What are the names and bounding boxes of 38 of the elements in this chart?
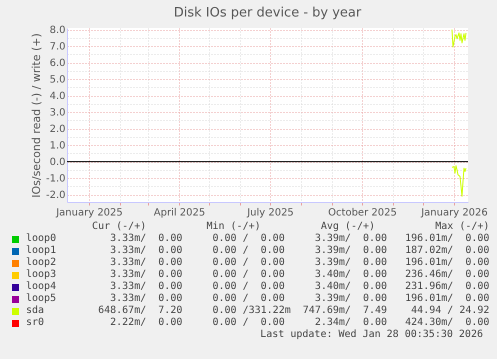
- legend-label: loop1: [26, 245, 58, 257]
- text: 3.33m/ 0.00 0.00 / 0.00 3.39m/ 0.00 196.01m/ 0.00: [109, 233, 490, 245]
- y-axis-title: IOs/second read (-) / write (+): [30, 33, 43, 198]
- y-tick-label: 3.0: [50, 108, 66, 119]
- text: 3.33m/ 0.00 0.00 / 0.00 3.40m/ 0.00 236.46m/ 0.00: [109, 269, 490, 281]
- legend-label: sr0: [26, 317, 46, 329]
- y-tick-label: 0.0: [50, 157, 66, 168]
- text: 3.33m/ 0.00 0.00 / 0.00 3.39m/ 0.00 187.02m/ 0.00: [109, 245, 490, 257]
- legend-label: loop0: [26, 233, 58, 245]
- legend-label: sda: [26, 305, 46, 317]
- text: Last update: Wed Jan 28 00:35:30 2026: [260, 329, 483, 340]
- y-tick-label: 4.0: [50, 91, 66, 102]
- text: 3.33m/ 0.00 0.00 / 0.00 3.39m/ 0.00 196.01m/ 0.00: [109, 293, 490, 305]
- line-series: [452, 165, 466, 197]
- y-tick-label: 5.0: [50, 74, 66, 86]
- y-tick-label: -1.0: [46, 174, 66, 185]
- chart-title: Disk IOs per device - by year: [174, 6, 362, 21]
- y-tick-label: 8.0: [50, 25, 66, 36]
- text: 648.67m/ 7.20 0.00 /331.22m 747.69m/ 7.49 44.94 / 24.92: [97, 305, 490, 317]
- line-series: [452, 29, 466, 48]
- y-tick-label: 6.0: [50, 58, 66, 70]
- x-tick-label: January 2025: [55, 208, 123, 218]
- legend-label: loop2: [26, 257, 58, 269]
- y-tick-label: 2.0: [50, 124, 66, 136]
- x-tick-label: April 2025: [154, 208, 206, 218]
- x-tick-label: January 2026: [420, 208, 488, 218]
- x-tick-label: July 2025: [246, 208, 294, 218]
- legend-label: loop4: [26, 281, 58, 293]
- text: Cur (-/+) Min (-/+) Avg (-/+) Max (-/+): [91, 221, 490, 233]
- legend-label: loop5: [26, 293, 58, 305]
- text: 2.22m/ 0.00 0.00 / 0.00 2.34m/ 0.00 424.30m/ 0.00: [109, 317, 490, 329]
- y-tick-label: 1.0: [50, 140, 66, 152]
- text: 3.33m/ 0.00 0.00 / 0.00 3.40m/ 0.00 231.96m/ 0.00: [109, 281, 490, 293]
- y-tick-label: 7.0: [50, 42, 66, 53]
- legend-label: loop3: [26, 269, 58, 281]
- text: 3.33m/ 0.00 0.00 / 0.00 3.39m/ 0.00 196.01m/ 0.00: [109, 257, 490, 269]
- y-tick-label: -2.0: [46, 190, 66, 202]
- x-tick-label: October 2025: [328, 208, 397, 218]
